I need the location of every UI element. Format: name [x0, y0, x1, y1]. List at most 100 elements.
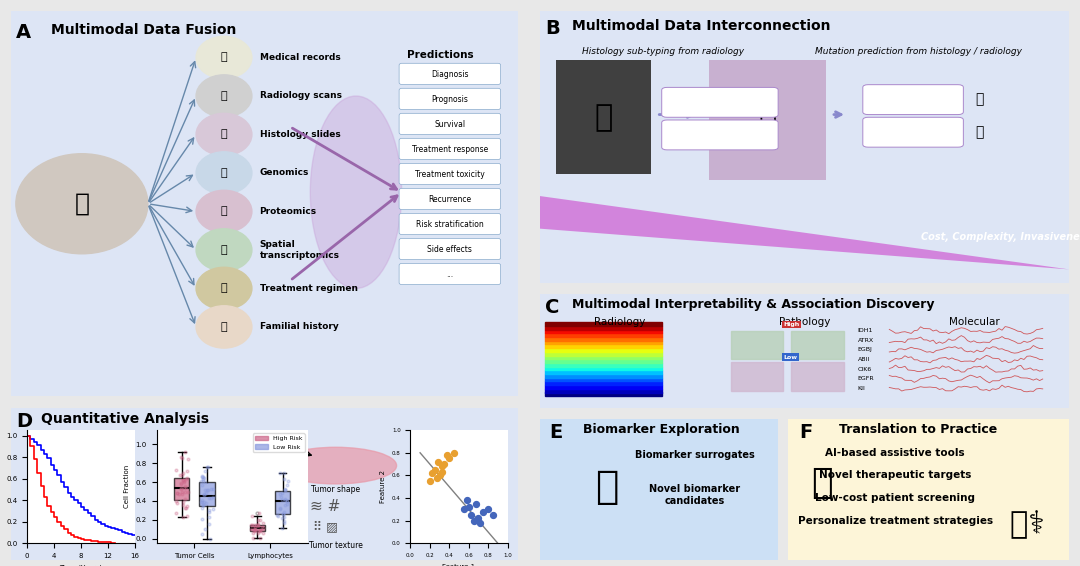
Point	[252, 525, 269, 534]
Point	[177, 495, 194, 504]
Point	[474, 507, 491, 516]
Point	[254, 519, 271, 528]
Point	[246, 522, 264, 531]
Text: Translation to Practice: Translation to Practice	[839, 423, 997, 436]
Text: Pathology: Pathology	[779, 317, 831, 327]
Text: Biomarker surrogates: Biomarker surrogates	[635, 451, 754, 461]
Point	[167, 509, 185, 518]
Circle shape	[197, 36, 252, 79]
Text: B: B	[545, 19, 561, 38]
PathPatch shape	[275, 491, 291, 514]
FancyBboxPatch shape	[400, 213, 501, 234]
Point	[177, 504, 194, 513]
Point	[179, 502, 197, 511]
Point	[168, 499, 186, 508]
Point	[197, 466, 214, 475]
Point	[243, 512, 260, 521]
Text: EGBJ: EGBJ	[858, 348, 873, 352]
Text: Multimodal Data Fusion: Multimodal Data Fusion	[52, 23, 237, 37]
Point	[470, 514, 487, 523]
Point	[174, 487, 191, 496]
Point	[272, 492, 289, 501]
Point	[194, 474, 212, 483]
Point	[275, 518, 293, 528]
Point	[251, 516, 268, 525]
Bar	[545, 348, 662, 352]
Text: Radiology scans: Radiology scans	[259, 92, 341, 101]
FancyBboxPatch shape	[400, 113, 501, 135]
Point	[204, 492, 221, 501]
X-axis label: Feature 1: Feature 1	[443, 564, 475, 566]
Point	[193, 514, 211, 524]
Point	[247, 520, 265, 529]
Point	[273, 495, 291, 504]
Text: Treatment response: Treatment response	[411, 144, 488, 153]
Point	[193, 495, 211, 504]
Text: Spatial
transcriptomics: Spatial transcriptomics	[259, 240, 339, 260]
Point	[273, 514, 291, 523]
Point	[173, 453, 190, 462]
Point	[273, 488, 291, 497]
Point	[195, 473, 213, 482]
Point	[175, 469, 192, 478]
Text: 💊: 💊	[220, 284, 227, 293]
Point	[179, 473, 197, 482]
Circle shape	[197, 306, 252, 348]
Point	[200, 462, 217, 471]
Point	[195, 498, 213, 507]
Circle shape	[197, 152, 252, 194]
Point	[275, 468, 293, 477]
Point	[276, 486, 294, 495]
Text: ⬛: ⬛	[329, 459, 341, 478]
Point	[199, 486, 216, 495]
Point	[175, 483, 192, 492]
Text: ABII: ABII	[858, 357, 869, 362]
Text: Novel biomarker
candidates: Novel biomarker candidates	[649, 484, 740, 506]
Point	[484, 511, 501, 520]
Circle shape	[197, 190, 252, 233]
Point	[271, 504, 288, 513]
Text: Low: Low	[783, 355, 797, 360]
Text: Proteomics: Proteomics	[259, 207, 316, 216]
Point	[431, 471, 448, 480]
FancyBboxPatch shape	[662, 120, 778, 150]
FancyBboxPatch shape	[400, 138, 501, 160]
Point	[269, 512, 286, 521]
Text: Familial history: Familial history	[259, 323, 338, 332]
Bar	[545, 337, 662, 341]
Point	[200, 508, 217, 517]
Text: Histology slides: Histology slides	[259, 130, 340, 139]
Point	[275, 474, 293, 483]
Point	[204, 504, 221, 513]
Text: Novel therapeutic targets: Novel therapeutic targets	[819, 470, 971, 481]
FancyBboxPatch shape	[400, 164, 501, 185]
Text: Risk stratification: Risk stratification	[416, 220, 484, 229]
Text: 🔬: 🔬	[220, 245, 227, 255]
Bar	[730, 331, 783, 359]
Point	[175, 500, 192, 509]
Text: EGFR: EGFR	[858, 376, 874, 381]
Point	[194, 477, 212, 486]
Point	[179, 454, 197, 464]
Point	[243, 521, 260, 530]
Text: Lobular carcinoma: Lobular carcinoma	[681, 130, 759, 139]
Point	[176, 482, 193, 491]
Text: BRCA1 wt: BRCA1 wt	[892, 128, 933, 137]
Bar	[545, 363, 662, 367]
Point	[178, 503, 195, 512]
Point	[433, 468, 450, 477]
Point	[171, 490, 188, 499]
Point	[468, 499, 485, 508]
Bar	[545, 381, 662, 385]
Text: KII: KII	[858, 386, 865, 391]
Bar	[545, 341, 662, 345]
Point	[456, 505, 473, 514]
Point	[276, 495, 294, 504]
Circle shape	[197, 75, 252, 117]
Point	[274, 509, 292, 518]
FancyBboxPatch shape	[400, 63, 501, 84]
Point	[245, 534, 262, 543]
Point	[173, 479, 190, 488]
Point	[426, 465, 444, 474]
Point	[462, 511, 480, 520]
